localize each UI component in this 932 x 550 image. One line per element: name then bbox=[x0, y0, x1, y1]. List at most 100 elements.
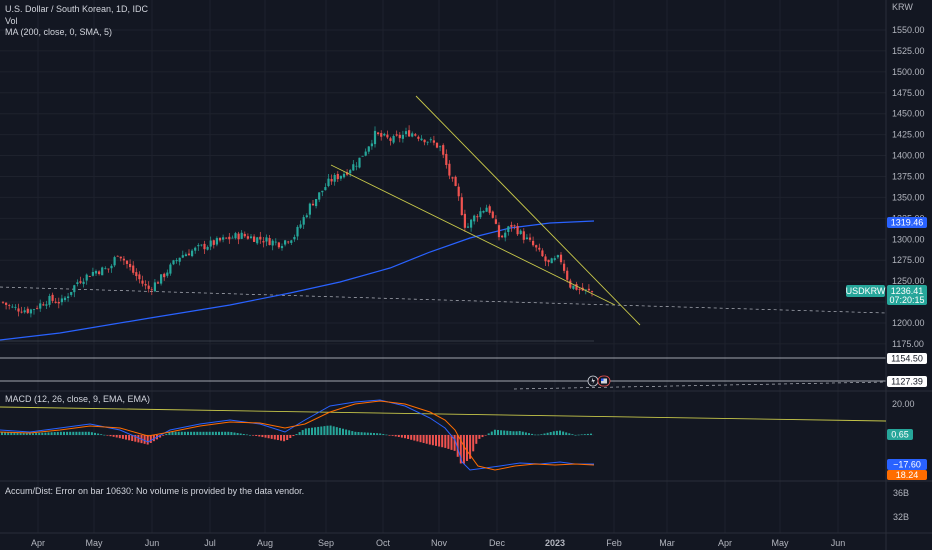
candle[interactable] bbox=[181, 250, 184, 259]
candle[interactable] bbox=[101, 266, 104, 276]
candle[interactable] bbox=[305, 213, 308, 219]
candle[interactable] bbox=[392, 134, 395, 145]
candle[interactable] bbox=[23, 306, 26, 314]
candle[interactable] bbox=[122, 255, 125, 265]
candle[interactable] bbox=[497, 222, 501, 241]
accdist-legend[interactable]: Accum/Dist: Error on bar 10630: No volum… bbox=[5, 486, 305, 496]
candle[interactable] bbox=[550, 257, 553, 264]
candle[interactable] bbox=[249, 233, 253, 239]
macd-histogram[interactable] bbox=[1, 425, 592, 464]
candles[interactable] bbox=[1, 125, 594, 318]
candle[interactable] bbox=[414, 132, 417, 137]
candle[interactable] bbox=[532, 236, 535, 247]
candle[interactable] bbox=[364, 148, 367, 157]
candle[interactable] bbox=[389, 136, 392, 146]
candle[interactable] bbox=[246, 233, 249, 240]
candle[interactable] bbox=[432, 135, 435, 146]
candle[interactable] bbox=[507, 225, 510, 236]
candle[interactable] bbox=[20, 306, 23, 314]
candle[interactable] bbox=[460, 193, 463, 216]
candle[interactable] bbox=[342, 171, 346, 179]
signal-line[interactable] bbox=[0, 400, 595, 471]
candle[interactable] bbox=[138, 271, 141, 284]
lower-trendline[interactable] bbox=[330, 164, 616, 306]
candle[interactable] bbox=[135, 268, 138, 281]
candle[interactable] bbox=[411, 131, 414, 138]
candle[interactable] bbox=[98, 270, 101, 276]
macd-legend[interactable]: MACD (12, 26, close, 9, EMA, EMA) bbox=[5, 394, 151, 404]
candle[interactable] bbox=[408, 125, 411, 137]
dashed-line-lower[interactable] bbox=[513, 381, 887, 390]
candle[interactable] bbox=[110, 264, 113, 273]
candle[interactable] bbox=[290, 239, 293, 246]
candle[interactable] bbox=[355, 162, 358, 171]
candle[interactable] bbox=[1, 301, 5, 304]
candle[interactable] bbox=[11, 304, 14, 309]
candle[interactable] bbox=[578, 287, 581, 295]
candle[interactable] bbox=[479, 207, 482, 219]
candle[interactable] bbox=[212, 239, 215, 249]
candle[interactable] bbox=[339, 175, 342, 181]
candle[interactable] bbox=[45, 300, 48, 309]
candle[interactable] bbox=[156, 280, 160, 284]
candle[interactable] bbox=[209, 236, 212, 251]
candle[interactable] bbox=[48, 293, 51, 308]
candle[interactable] bbox=[525, 234, 528, 240]
candle[interactable] bbox=[82, 278, 85, 288]
candle[interactable] bbox=[91, 267, 94, 277]
candle[interactable] bbox=[569, 278, 572, 289]
candle[interactable] bbox=[187, 249, 191, 256]
candle[interactable] bbox=[541, 248, 544, 258]
candle[interactable] bbox=[516, 223, 519, 236]
candle[interactable] bbox=[457, 183, 460, 201]
candle[interactable] bbox=[352, 160, 355, 171]
candle[interactable] bbox=[488, 204, 491, 215]
candle[interactable] bbox=[556, 254, 559, 259]
candle[interactable] bbox=[445, 149, 448, 169]
dashed-support-line[interactable] bbox=[0, 286, 887, 314]
candle[interactable] bbox=[293, 234, 296, 242]
candle[interactable] bbox=[296, 225, 299, 241]
candle[interactable] bbox=[522, 228, 525, 244]
candle[interactable] bbox=[166, 269, 169, 278]
candle[interactable] bbox=[36, 305, 39, 310]
upper-trendline[interactable] bbox=[415, 95, 641, 326]
candle[interactable] bbox=[367, 145, 370, 155]
candle[interactable] bbox=[284, 239, 287, 247]
candle[interactable] bbox=[125, 260, 129, 269]
candle[interactable] bbox=[386, 130, 389, 140]
candle[interactable] bbox=[466, 223, 470, 229]
time-axis[interactable]: Apr May Jun Jul Aug Sep Oct Nov Dec 2023 Feb Mar Apr… bbox=[31, 538, 845, 548]
candle[interactable] bbox=[494, 215, 497, 225]
candle[interactable] bbox=[32, 308, 36, 315]
candle[interactable] bbox=[57, 297, 60, 309]
candle[interactable] bbox=[197, 243, 200, 251]
candle[interactable] bbox=[510, 221, 513, 232]
candle[interactable] bbox=[280, 243, 284, 251]
candle[interactable] bbox=[482, 210, 485, 214]
candle[interactable] bbox=[485, 204, 488, 212]
candle[interactable] bbox=[26, 306, 29, 315]
candle[interactable] bbox=[451, 176, 454, 182]
candle[interactable] bbox=[470, 219, 473, 232]
candle[interactable] bbox=[67, 293, 70, 302]
candle[interactable] bbox=[141, 275, 144, 287]
candle[interactable] bbox=[315, 198, 318, 209]
candle[interactable] bbox=[454, 175, 457, 187]
candle[interactable] bbox=[150, 286, 153, 296]
price-axis[interactable]: 1550.00 1525.00 1500.00 1475.00 1450.00 1425.… bbox=[892, 25, 925, 349]
candle[interactable] bbox=[163, 272, 166, 281]
candle[interactable] bbox=[584, 289, 587, 295]
candle[interactable] bbox=[113, 255, 116, 268]
candle[interactable] bbox=[587, 284, 590, 292]
candle[interactable] bbox=[544, 254, 547, 266]
candle[interactable] bbox=[225, 237, 228, 239]
candle[interactable] bbox=[327, 173, 330, 188]
candle[interactable] bbox=[119, 256, 122, 262]
candle[interactable] bbox=[274, 238, 277, 246]
candle[interactable] bbox=[172, 259, 175, 266]
candle[interactable] bbox=[104, 266, 107, 270]
candle[interactable] bbox=[395, 130, 398, 137]
candle[interactable] bbox=[17, 303, 20, 317]
candle[interactable] bbox=[442, 143, 445, 159]
